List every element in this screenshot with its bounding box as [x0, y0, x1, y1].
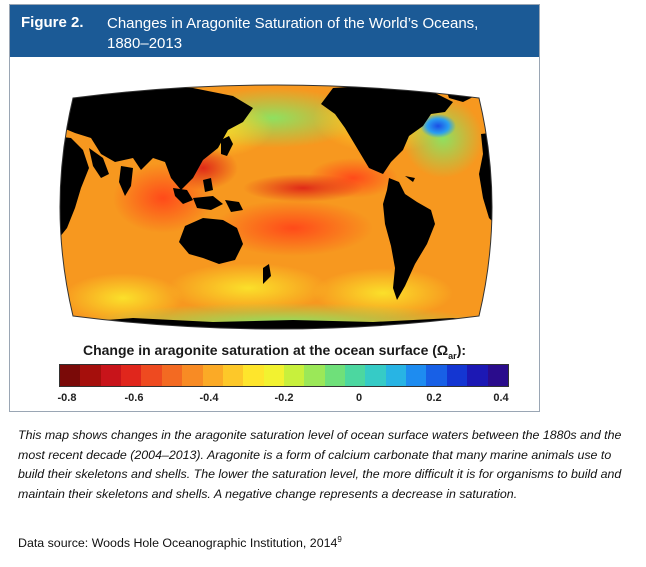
scale-tick-label: 0.4: [493, 392, 509, 404]
data-source-text: Data source: Woods Hole Oceanographic In…: [18, 536, 338, 551]
color-swatch: [141, 365, 162, 386]
color-swatch: [487, 365, 508, 386]
color-swatch: [243, 365, 264, 386]
color-swatch: [467, 365, 488, 386]
scale-tick-label: 0.2: [426, 392, 442, 404]
color-swatch: [426, 365, 447, 386]
color-swatch: [324, 365, 346, 386]
data-source-footnote: 9: [337, 535, 342, 544]
figure-title-line-2: 1880–2013: [107, 35, 183, 52]
color-swatch: [202, 365, 223, 386]
color-swatch: [345, 365, 366, 386]
legend-title: Change in aragonite saturation at the oc…: [10, 342, 539, 361]
legend-title-text: Change in aragonite saturation at the oc…: [82, 342, 449, 358]
color-swatch: [100, 365, 122, 386]
figure-title: Changes in Aragonite Saturation of the W…: [107, 14, 478, 54]
color-swatch: [283, 365, 305, 386]
scale-tick-label: -0.4: [199, 392, 219, 404]
figure-frame: Figure 2. Changes in Aragonite Saturatio…: [9, 4, 540, 412]
color-swatch: [365, 365, 386, 386]
scale-tick-label: -0.6: [124, 392, 144, 404]
color-swatch: [161, 365, 183, 386]
color-swatch: [446, 365, 468, 386]
color-swatch: [182, 365, 203, 386]
scale-tick-label: -0.8: [57, 392, 77, 404]
color-swatch: [222, 365, 244, 386]
color-swatch: [263, 365, 284, 386]
figure-title-line-1: Changes in Aragonite Saturation of the W…: [107, 15, 479, 32]
figure-header: Figure 2. Changes in Aragonite Saturatio…: [10, 5, 539, 57]
data-source: Data source: Woods Hole Oceanographic In…: [18, 535, 342, 550]
color-swatch: [406, 365, 427, 386]
color-swatch: [60, 365, 81, 386]
color-swatch: [385, 365, 407, 386]
color-swatch: [304, 365, 325, 386]
figure-caption: This map shows changes in the aragonite …: [18, 428, 622, 501]
world-ocean-map: [59, 84, 493, 330]
legend-title-subscript: ar: [448, 350, 457, 361]
legend-title-end: ):: [456, 342, 467, 358]
scale-tick-label: 0: [355, 392, 363, 404]
color-scale-bar: [59, 364, 509, 387]
figure-number: Figure 2.: [21, 14, 84, 31]
scale-tick-label: -0.2: [274, 392, 294, 404]
color-swatch: [80, 365, 101, 386]
color-swatch: [121, 365, 142, 386]
